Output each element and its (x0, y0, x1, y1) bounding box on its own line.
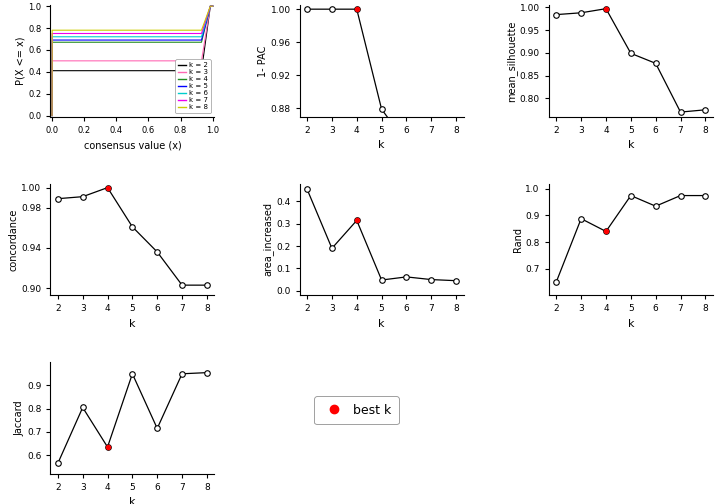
X-axis label: k: k (378, 140, 385, 150)
Y-axis label: area_increased: area_increased (263, 203, 274, 276)
Y-axis label: mean_silhouette: mean_silhouette (506, 20, 517, 101)
Y-axis label: Jaccard: Jaccard (14, 400, 24, 436)
Legend: best k: best k (314, 396, 399, 424)
X-axis label: k: k (129, 497, 135, 504)
Y-axis label: P(X <= x): P(X <= x) (15, 37, 25, 85)
Y-axis label: concordance: concordance (9, 208, 19, 271)
X-axis label: consensus value (x): consensus value (x) (84, 140, 181, 150)
X-axis label: k: k (129, 319, 135, 329)
Legend: k = 2, k = 3, k = 4, k = 5, k = 6, k = 7, k = 8: k = 2, k = 3, k = 4, k = 5, k = 6, k = 7… (175, 59, 211, 113)
Y-axis label: Rand: Rand (513, 227, 523, 252)
X-axis label: k: k (628, 319, 634, 329)
Y-axis label: 1- PAC: 1- PAC (258, 45, 268, 77)
X-axis label: k: k (378, 319, 385, 329)
X-axis label: k: k (628, 140, 634, 150)
